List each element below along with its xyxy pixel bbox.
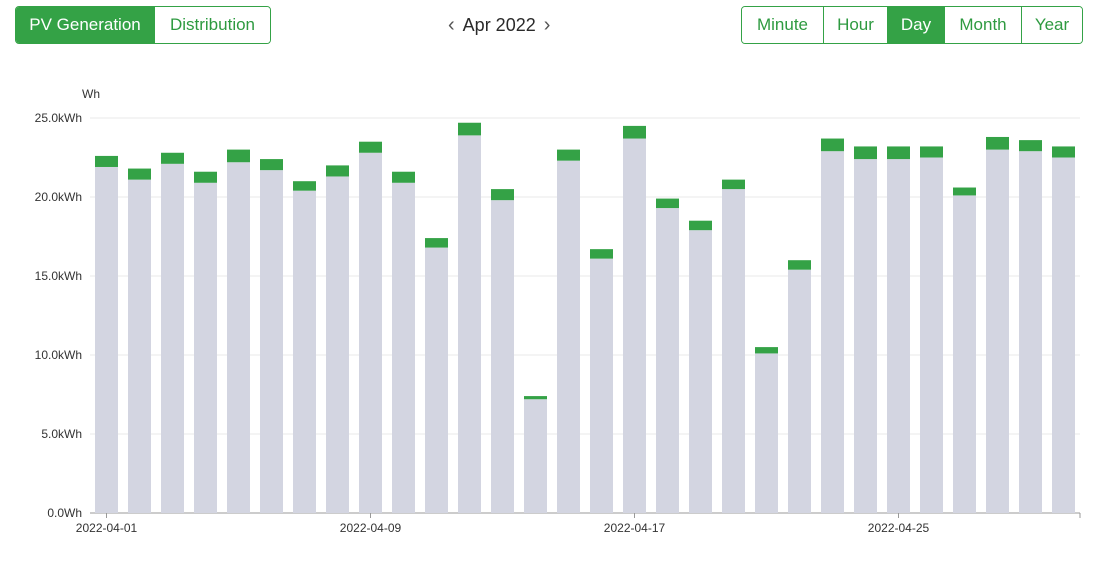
bar-base xyxy=(722,189,745,513)
x-tick-label: 2022-04-17 xyxy=(604,521,666,535)
tab-year[interactable]: Year xyxy=(1021,7,1082,43)
bar-base xyxy=(656,208,679,513)
y-tick-label: 25.0kWh xyxy=(35,111,82,125)
tab-month[interactable]: Month xyxy=(944,7,1021,43)
bar-base xyxy=(458,135,481,513)
tab-minute[interactable]: Minute xyxy=(742,7,823,43)
y-tick-label: 20.0kWh xyxy=(35,190,82,204)
bar-top xyxy=(95,155,118,167)
bar-base xyxy=(491,200,514,513)
bar-base xyxy=(425,247,448,513)
bar-top xyxy=(656,198,679,209)
bar-base xyxy=(326,176,349,513)
bar-base xyxy=(854,159,877,513)
bar-base xyxy=(689,230,712,513)
bar-base xyxy=(194,182,217,513)
bar-top xyxy=(557,149,580,161)
bar-base xyxy=(986,149,1009,513)
y-tick-label: 15.0kWh xyxy=(35,269,82,283)
bar-top xyxy=(128,168,151,180)
bar-top xyxy=(293,181,316,191)
bar-base xyxy=(953,195,976,514)
bar-base xyxy=(359,152,382,513)
bar-top xyxy=(854,146,877,160)
tab-hour[interactable]: Hour xyxy=(823,7,887,43)
bar-base xyxy=(524,399,547,513)
bar-top xyxy=(689,220,712,231)
bar-base xyxy=(1052,157,1075,513)
bar-top xyxy=(194,171,217,183)
bar-base xyxy=(227,162,250,514)
bar-top xyxy=(1052,146,1075,158)
bar-base xyxy=(557,160,580,513)
tab-day[interactable]: Day xyxy=(887,7,944,43)
bar-top xyxy=(524,396,547,400)
view-tabs: PV Generation Distribution xyxy=(15,6,271,44)
chevron-right-icon[interactable]: › xyxy=(543,14,551,36)
bar-top xyxy=(590,249,613,259)
bar-top xyxy=(788,260,811,270)
tab-distribution[interactable]: Distribution xyxy=(154,7,270,43)
bar-top xyxy=(458,122,481,136)
chevron-left-icon[interactable]: ‹ xyxy=(448,14,455,36)
bar-top xyxy=(623,125,646,139)
bar-top xyxy=(953,187,976,196)
bar-top xyxy=(920,146,943,158)
bar-base xyxy=(821,151,844,513)
y-tick-label: 5.0kWh xyxy=(41,427,82,441)
bar-top xyxy=(425,238,448,248)
bar-base xyxy=(392,182,415,513)
bar-top xyxy=(392,171,415,183)
granularity-tabs: Minute Hour Day Month Year xyxy=(741,6,1083,44)
bar-top xyxy=(821,138,844,152)
date-navigator: ‹ Apr 2022 › xyxy=(448,10,550,40)
bar-top xyxy=(887,146,910,160)
bar-base xyxy=(590,258,613,513)
tab-pv-generation[interactable]: PV Generation xyxy=(16,7,154,43)
bar-base xyxy=(161,163,184,513)
bar-base xyxy=(1019,151,1042,513)
y-axis-label: Wh xyxy=(82,87,100,101)
bar-base xyxy=(887,159,910,513)
bar-top xyxy=(722,179,745,190)
bar-base xyxy=(293,190,316,513)
bar-top xyxy=(1019,140,1042,152)
bar-top xyxy=(161,152,184,164)
bar-base xyxy=(128,179,151,513)
bar-base xyxy=(623,138,646,514)
current-period-label: Apr 2022 xyxy=(462,14,536,35)
bar-base xyxy=(788,269,811,513)
x-tick-label: 2022-04-09 xyxy=(340,521,402,535)
bar-base xyxy=(755,353,778,513)
y-tick-label: 0.0Wh xyxy=(47,506,82,520)
bar-base xyxy=(95,166,118,514)
bar-base xyxy=(920,157,943,513)
bar-top xyxy=(326,165,349,177)
bar-top xyxy=(755,347,778,354)
bar-top xyxy=(227,149,250,163)
bar-base xyxy=(260,170,283,513)
y-tick-label: 10.0kWh xyxy=(35,348,82,362)
x-tick-label: 2022-04-25 xyxy=(868,521,930,535)
bar-top xyxy=(986,136,1009,150)
bar-top xyxy=(491,189,514,201)
bar-top xyxy=(260,159,283,171)
x-tick-label: 2022-04-01 xyxy=(76,521,138,535)
bar-top xyxy=(359,141,382,153)
